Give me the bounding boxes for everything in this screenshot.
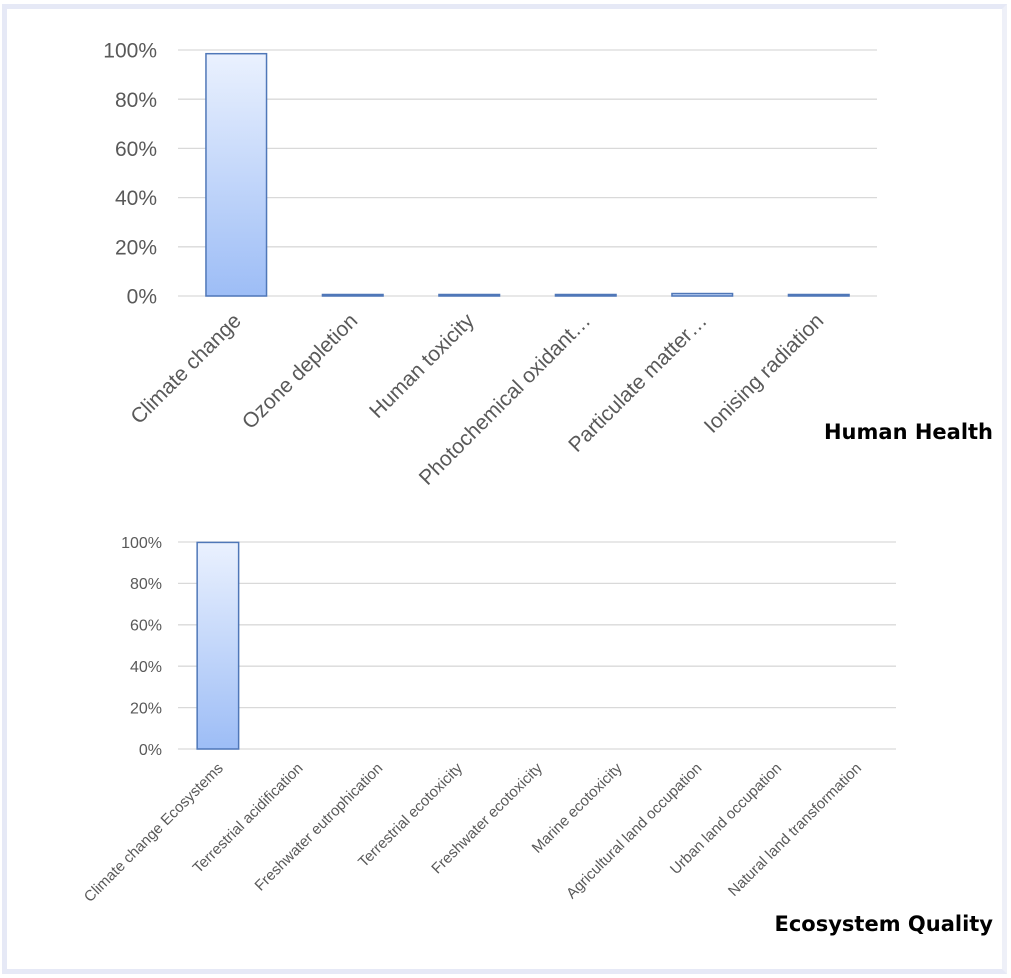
ecosystem-quality-chart: 0% 20% 40% 60% 80% 100% Climate change Ecosyst… bbox=[81, 535, 896, 906]
hh-bar bbox=[554, 293, 617, 297]
hh-category-label: Ionising radiation bbox=[700, 309, 829, 438]
hh-y-tick-label: 40% bbox=[115, 187, 157, 210]
eq-category-label: Freshwater eutrophication bbox=[252, 760, 387, 895]
hh-y-tick-label: 80% bbox=[115, 89, 157, 112]
figure-frame bbox=[2, 4, 1007, 974]
human-health-title: Human Health bbox=[823, 420, 993, 444]
eq-category-label: Natural land transformation bbox=[725, 760, 865, 900]
hh-category-label: Ozone depletion bbox=[238, 309, 362, 433]
eq-y-tick-label: 100% bbox=[121, 535, 162, 552]
eq-category-label: Climate change Ecosystems bbox=[81, 760, 227, 906]
eq-y-tick-label: 0% bbox=[139, 742, 162, 759]
hh-bar bbox=[438, 293, 501, 297]
hh-bar bbox=[321, 293, 384, 297]
eq-bar bbox=[196, 541, 240, 750]
eq-y-tick-label: 80% bbox=[130, 576, 162, 593]
eq-category-label: Agricultural land occupation bbox=[563, 760, 705, 902]
hh-bar bbox=[205, 52, 268, 297]
hh-y-tick-label: 100% bbox=[103, 40, 157, 63]
hh-y-tick-label: 60% bbox=[115, 138, 157, 161]
eq-y-tick-label: 20% bbox=[130, 700, 162, 717]
ecosystem-quality-title: Ecosystem Quality bbox=[774, 912, 993, 936]
hh-bar bbox=[671, 292, 734, 297]
hh-category-label: Human toxicity bbox=[365, 309, 479, 423]
hh-bar bbox=[787, 293, 850, 297]
eq-y-tick-label: 40% bbox=[130, 659, 162, 676]
hh-category-label: Climate change bbox=[126, 309, 245, 428]
eq-y-tick-label: 60% bbox=[130, 618, 162, 635]
hh-y-tick-label: 20% bbox=[115, 236, 157, 259]
hh-y-tick-label: 0% bbox=[127, 286, 157, 309]
